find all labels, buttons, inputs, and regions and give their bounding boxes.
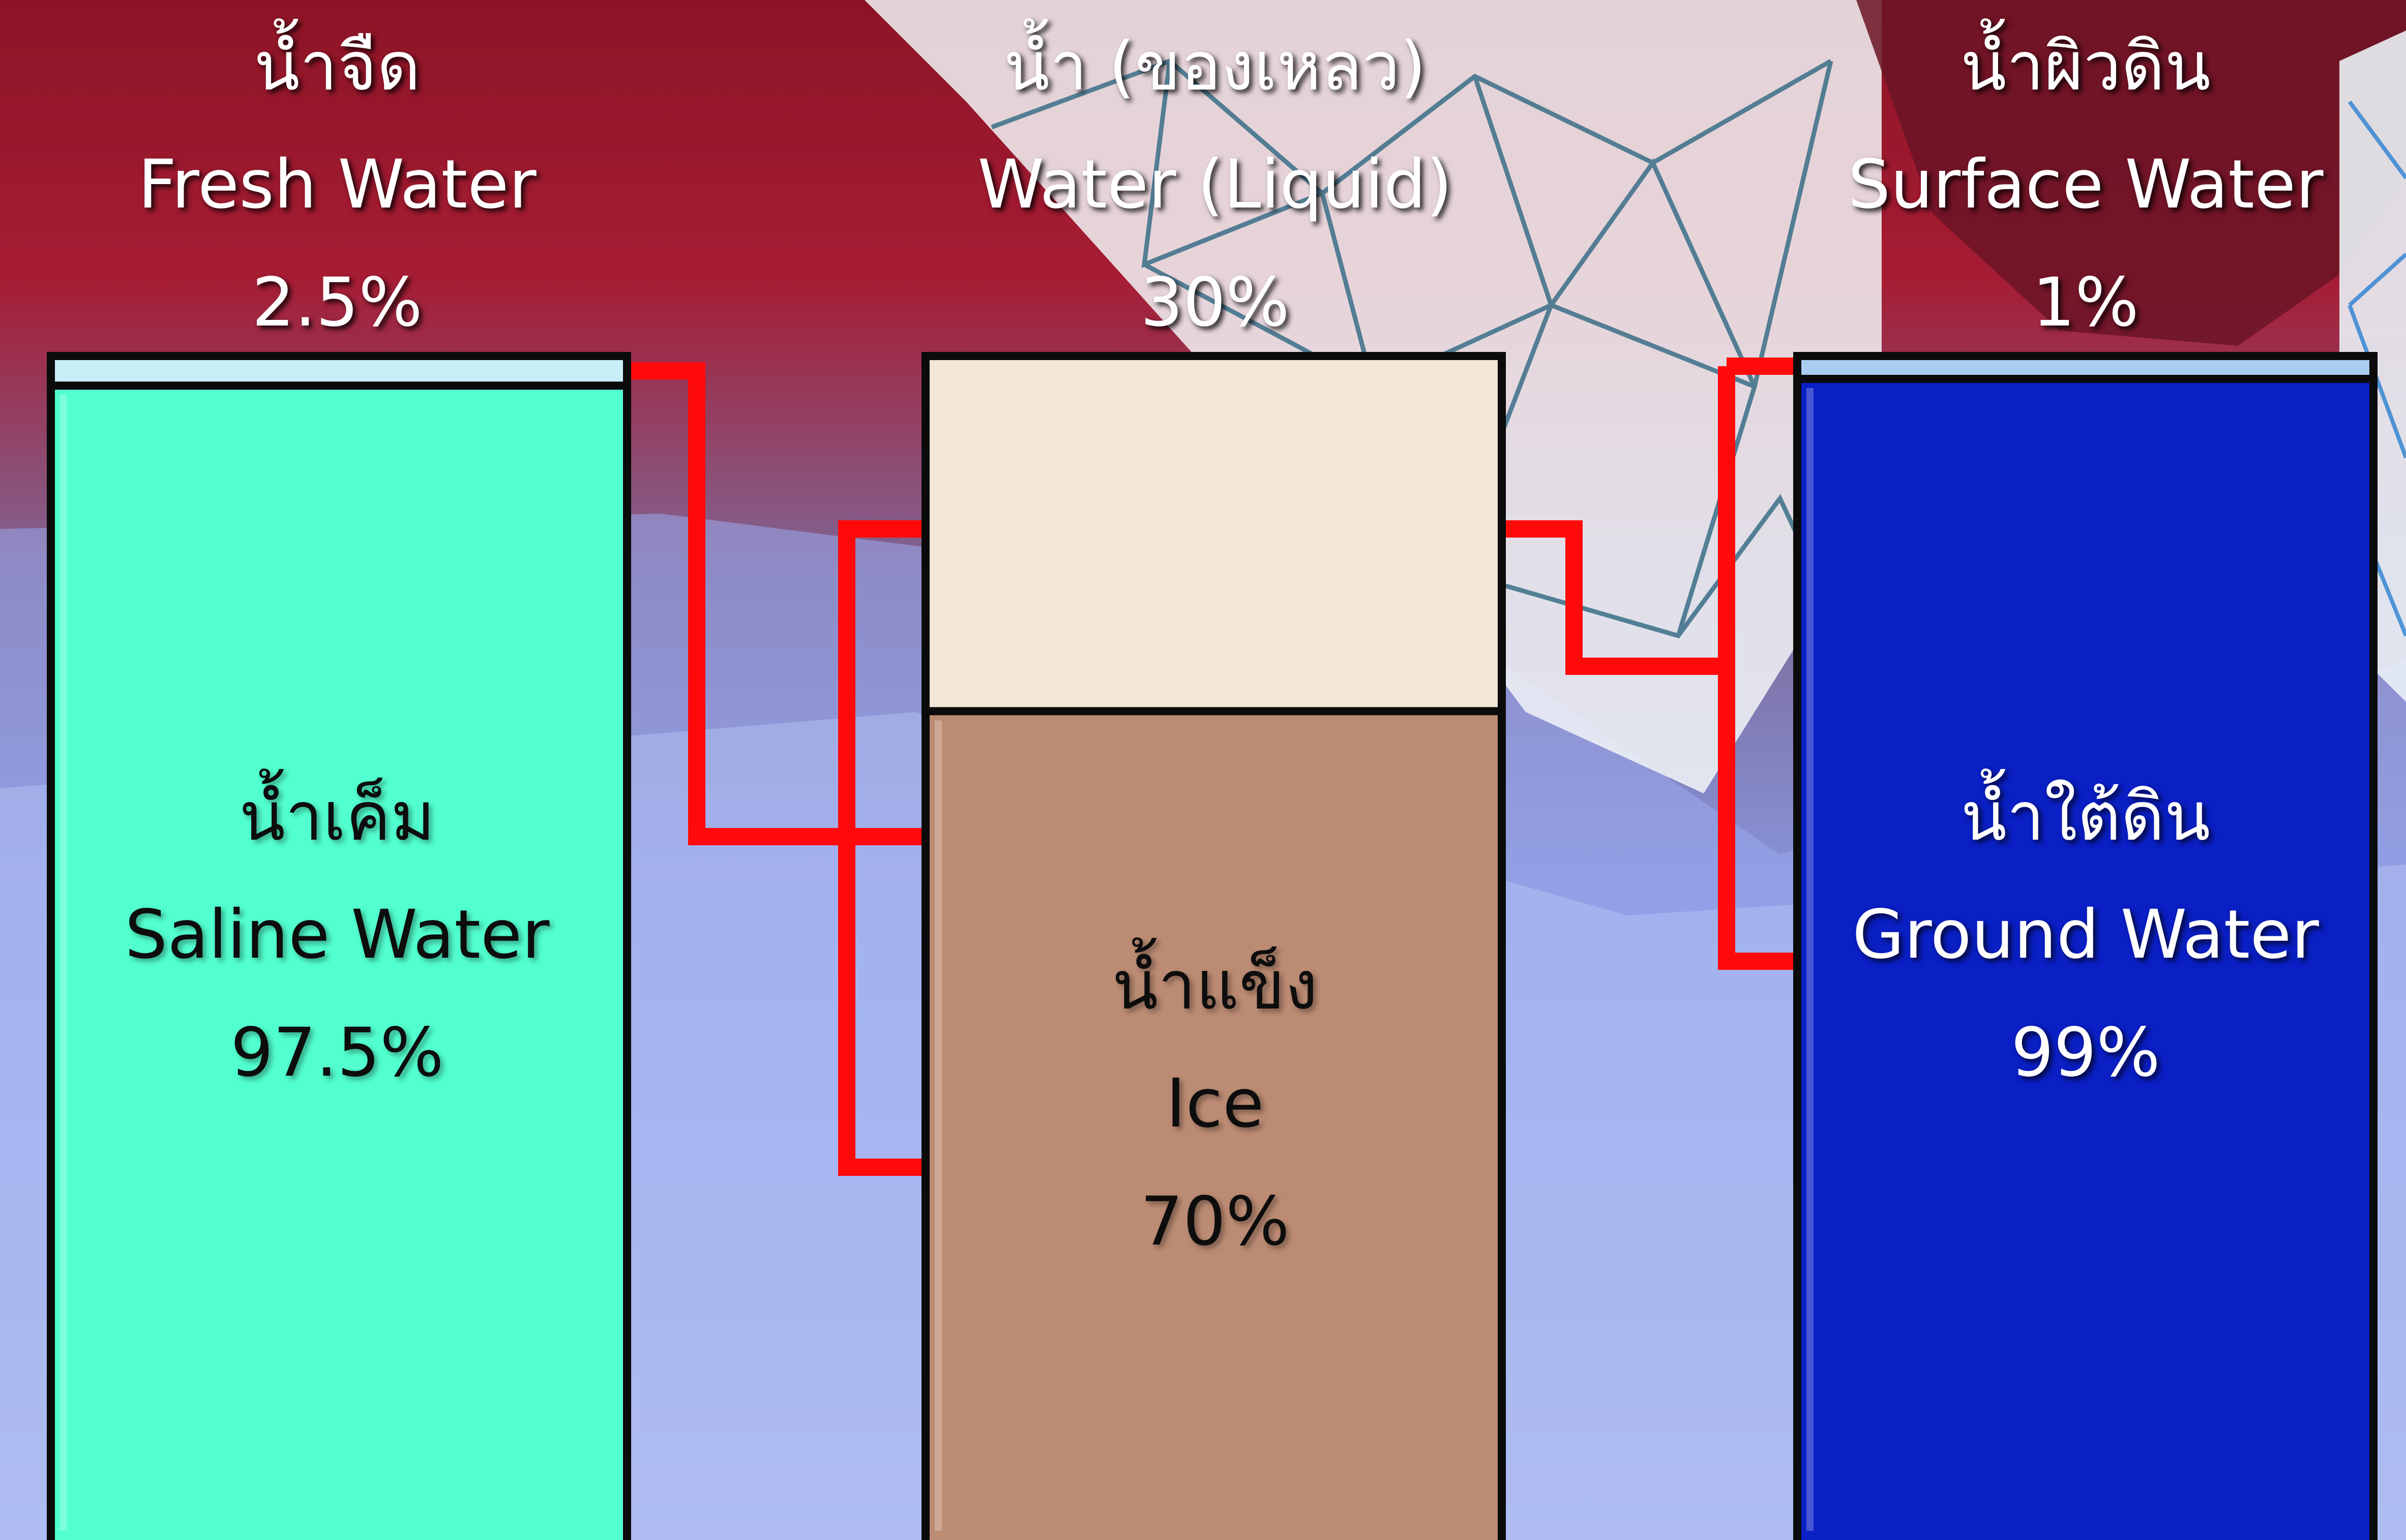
ground-water-value: 99% [2011,1014,2160,1092]
bar-outline-1 [47,352,631,1540]
surface-water-value: 1% [2032,263,2139,342]
bar-outline-3 [1793,352,2378,1540]
saline-water-bar [51,386,627,1540]
ground-water-bar [1797,379,2373,1540]
liquid-water-label: น้ำ (ของเหลว) Water (Liquid) 30% [925,8,1505,362]
saline-water-label: น้ำเค็ม Saline Water 97.5% [47,758,627,1112]
ground-water-label: น้ำใต้ดิน Ground Water 99% [1796,758,2375,1112]
ice-highlight [935,720,942,1531]
ground-water-highlight [1806,388,1814,1531]
surface-water-thai: น้ำผิวดิน [1961,27,2211,106]
ice-value: 70% [1140,1182,1290,1261]
ground-water-english: Ground Water [1852,896,2319,974]
liquid-water-value: 30% [1140,263,1290,342]
saline-water-thai: น้ำเค็ม [239,778,435,856]
ice-label: น้ำแข็ง Ice 70% [925,927,1505,1281]
ice-english: Ice [1166,1064,1264,1143]
surface-water-label: น้ำผิวดิน Surface Water 1% [1796,8,2375,362]
liquid-water-thai: น้ำ (ของเหลว) [1003,27,1427,106]
bar-outline-2 [922,352,1506,1540]
bracket-surface-ground [1718,358,1797,970]
bracket-liquid-ice [838,520,926,1176]
surface-water-english: Surface Water [1848,145,2324,224]
saline-water-value: 97.5% [230,1014,444,1092]
fresh-water-thai: น้ำจืด [254,27,421,106]
fresh-water-bar [51,356,627,386]
connector-fresh-to-liquid [627,362,926,845]
fresh-water-value: 2.5% [252,263,423,342]
ice-thai: น้ำแข็ง [1112,946,1318,1025]
fresh-water-label: น้ำจืด Fresh Water 2.5% [47,8,627,362]
fresh-water-english: Fresh Water [138,145,537,224]
liquid-water-english: Water (Liquid) [977,145,1452,224]
ground-water-thai: น้ำใต้ดิน [1961,778,2211,856]
connector-liquid-to-surface [1502,520,1727,675]
saline-water-english: Saline Water [125,896,550,974]
saline-water-highlight [60,395,67,1531]
liquid-water-bar [926,356,1502,712]
ice-bar [926,711,1502,1540]
